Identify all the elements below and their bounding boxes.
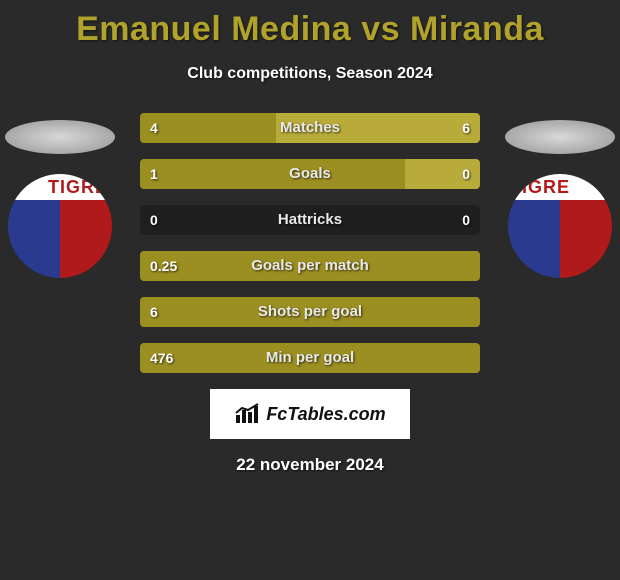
stat-label: Hattricks [140,205,480,235]
stat-label: Min per goal [140,343,480,373]
stat-row: Shots per goal6 [140,297,480,327]
branding-chart-icon [234,403,260,425]
crest-band-text: TIGRE [508,174,612,200]
player2-avatar: TIGRE [500,120,620,278]
player1-head-icon [5,120,115,154]
player2-value: 0 [462,205,470,235]
stat-label: Shots per goal [140,297,480,327]
crest-band-text: TIGRE [8,174,112,200]
stat-row: Goals1 0 [140,159,480,189]
player1-avatar: TIGRE [0,120,120,278]
player1-value: 4 [150,113,158,143]
stats-bars: Matches46Goals10Hattricks00Goals per mat… [140,113,480,373]
player2-crest: TIGRE [508,174,612,278]
branding-badge: FcTables.com [210,389,410,439]
player2-value: 0 [462,159,470,189]
player2-head-icon [505,120,615,154]
stat-row: Matches4 6 [140,113,480,143]
player1-value: 0.25 [150,251,177,281]
stat-label: Matches [140,113,480,143]
player2-value: 6 [462,113,470,143]
stat-row: Goals per match0.25 [140,251,480,281]
branding-text: FcTables.com [266,404,385,425]
player1-value: 0 [150,205,158,235]
player1-crest: TIGRE [8,174,112,278]
stat-label: Goals per match [140,251,480,281]
player1-value: 476 [150,343,173,373]
date-text: 22 november 2024 [0,455,620,475]
stat-label: Goals [140,159,480,189]
stat-row: Min per goal476 [140,343,480,373]
page-title: Emanuel Medina vs Miranda [0,0,620,49]
stat-row: Hattricks0 0 [140,205,480,235]
subtitle: Club competitions, Season 2024 [0,65,620,83]
player1-value: 1 [150,159,158,189]
player1-value: 6 [150,297,158,327]
